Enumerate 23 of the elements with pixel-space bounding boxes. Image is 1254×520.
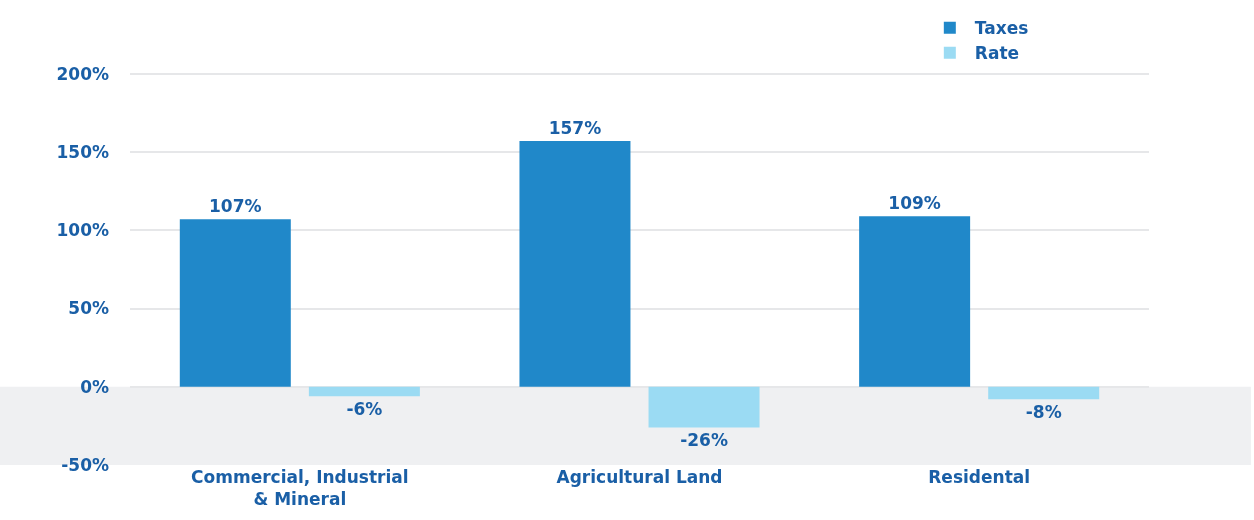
bar: [179, 219, 291, 387]
bar: [519, 141, 631, 387]
legend-label: Taxes: [974, 18, 1029, 39]
bar: [859, 216, 971, 387]
data-label: -26%: [680, 430, 728, 451]
legend-label: Rate: [974, 43, 1020, 64]
bar: [308, 386, 420, 397]
data-label: 109%: [888, 193, 941, 214]
bar: [648, 386, 760, 428]
y-tick-label: 50%: [68, 298, 109, 319]
data-label: -8%: [1025, 402, 1062, 423]
data-label: 107%: [209, 196, 262, 217]
x-tick-label: Commercial, Industrial & Mineral: [191, 467, 409, 510]
bar: [988, 386, 1100, 400]
y-tick-label: 0%: [80, 376, 109, 397]
x-tick-label: Residental: [928, 467, 1031, 487]
y-tick-label: 150%: [56, 141, 109, 162]
x-tick-label: Agricultural Land: [556, 467, 723, 487]
y-tick-label: -50%: [61, 454, 109, 475]
y-tick-label: 100%: [56, 220, 109, 241]
data-label: 157%: [548, 118, 602, 139]
y-tick-label: 200%: [56, 63, 109, 84]
data-label: -6%: [346, 399, 383, 420]
